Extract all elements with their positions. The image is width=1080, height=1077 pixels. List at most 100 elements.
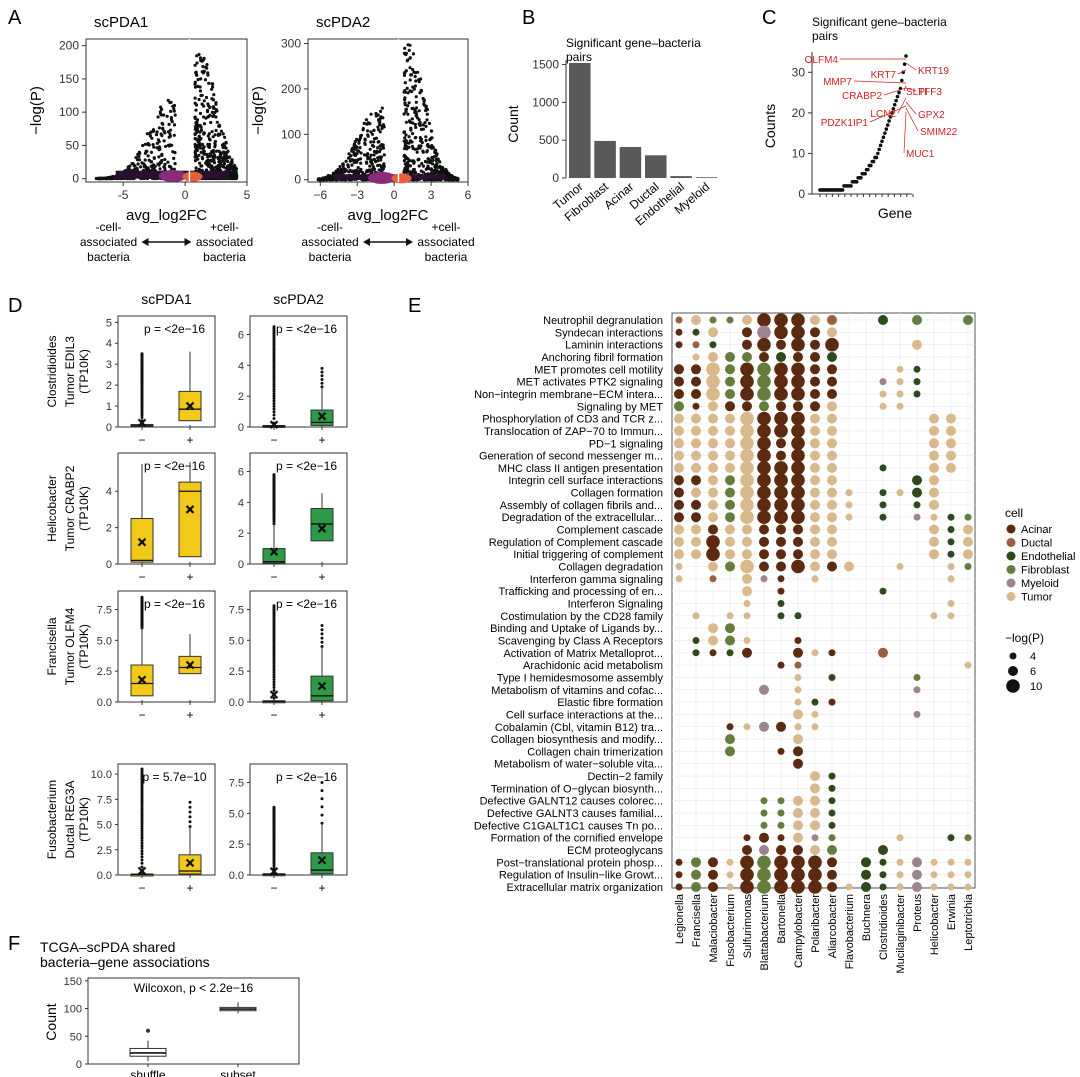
data-point <box>168 100 172 105</box>
dot <box>757 855 771 870</box>
data-point <box>322 177 326 181</box>
box <box>310 508 334 542</box>
dot <box>675 575 683 583</box>
dot <box>691 499 701 510</box>
data-point <box>168 134 172 138</box>
data-point <box>200 70 204 74</box>
gene-axis-label: Tumor OLFM4 <box>63 607 77 685</box>
data-point <box>328 177 332 181</box>
y-axis-label: Count <box>43 1003 59 1040</box>
data-point <box>410 144 415 148</box>
data-point <box>368 147 372 151</box>
y-tick-label: 100 <box>64 1004 82 1016</box>
data-point <box>854 180 859 184</box>
dot <box>845 501 853 509</box>
dot <box>896 489 904 497</box>
data-point <box>350 169 354 173</box>
dot <box>760 809 768 817</box>
right-annotation-line: associated <box>196 235 253 249</box>
density-core-right <box>182 171 203 182</box>
outlier-point <box>272 385 276 389</box>
pathway-label: Elastic fibre formation <box>557 697 663 709</box>
data-point <box>163 166 167 170</box>
dot <box>757 362 771 377</box>
data-point <box>366 129 370 133</box>
dot <box>827 857 837 868</box>
data-point <box>172 167 176 171</box>
chart-title-line: TCGA–scPDA shared <box>40 939 175 955</box>
bar <box>645 155 667 178</box>
dot <box>725 389 735 399</box>
data-point <box>369 140 373 144</box>
data-point <box>849 184 853 188</box>
data-point <box>902 62 907 66</box>
dot <box>725 549 735 560</box>
data-point <box>198 85 202 89</box>
dot <box>759 401 769 412</box>
outlier-point <box>140 865 144 869</box>
data-point <box>363 142 367 146</box>
dot <box>709 341 717 349</box>
dot <box>879 513 887 521</box>
panel-label-b: B <box>522 7 535 29</box>
outlier-point <box>140 352 144 356</box>
x-tick-label: − <box>270 881 277 895</box>
dot <box>691 869 701 880</box>
data-point <box>368 164 372 168</box>
bacterium-label: Campylobacter <box>793 894 805 968</box>
y-tick-label: 0 <box>552 171 559 185</box>
dot <box>810 549 820 560</box>
y-tick-label: 200 <box>281 82 301 96</box>
data-point <box>198 56 203 60</box>
dot <box>726 649 734 657</box>
data-point <box>198 111 203 116</box>
data-point <box>195 129 199 133</box>
left-annotation-line: -cell- <box>317 220 343 234</box>
dot <box>896 378 904 386</box>
data-point <box>431 156 435 160</box>
data-point <box>380 106 384 110</box>
dot <box>674 499 684 510</box>
data-point <box>199 150 203 154</box>
data-point <box>382 153 386 157</box>
mean-marker <box>269 867 279 876</box>
plot-frame <box>671 312 976 889</box>
y-tick-label: 150 <box>64 976 82 988</box>
data-point <box>211 114 215 118</box>
dot <box>793 524 803 535</box>
dot <box>896 390 904 398</box>
dot <box>708 869 718 880</box>
data-point <box>210 130 214 134</box>
x-tick-label: + <box>186 881 193 895</box>
dot <box>777 797 785 805</box>
y-tick-label: 4 <box>238 497 244 509</box>
dot <box>811 698 819 706</box>
data-point <box>152 167 156 171</box>
data-point <box>378 117 382 121</box>
dot <box>810 315 820 325</box>
mean-marker <box>317 411 327 421</box>
outlier-point <box>140 815 144 819</box>
y-tick-label: 5.0 <box>229 808 244 820</box>
outlier-point <box>140 836 144 840</box>
outlier-point <box>272 392 276 396</box>
data-point <box>418 91 422 95</box>
data-point <box>197 141 201 145</box>
data-point <box>170 143 174 147</box>
dot <box>776 845 786 855</box>
data-point <box>363 138 367 142</box>
outlier-point <box>272 383 276 387</box>
bar <box>670 176 692 178</box>
outlier-point <box>272 473 276 477</box>
legend-label: Ductal <box>1021 538 1052 550</box>
outlier-point <box>140 802 144 806</box>
outlier-point <box>320 624 324 627</box>
bacterium-label: Malaciobacter <box>708 894 720 963</box>
dot <box>757 411 771 426</box>
mean-marker <box>137 675 147 685</box>
dot <box>810 499 820 510</box>
volcano-plot-scpda1: scPDA1 0 50 100 150 200 -5 0 5 avg_log2FC −log(P) -… <box>28 14 253 264</box>
data-point <box>900 78 904 83</box>
data-point <box>212 161 217 165</box>
size-swatch <box>1009 652 1017 660</box>
